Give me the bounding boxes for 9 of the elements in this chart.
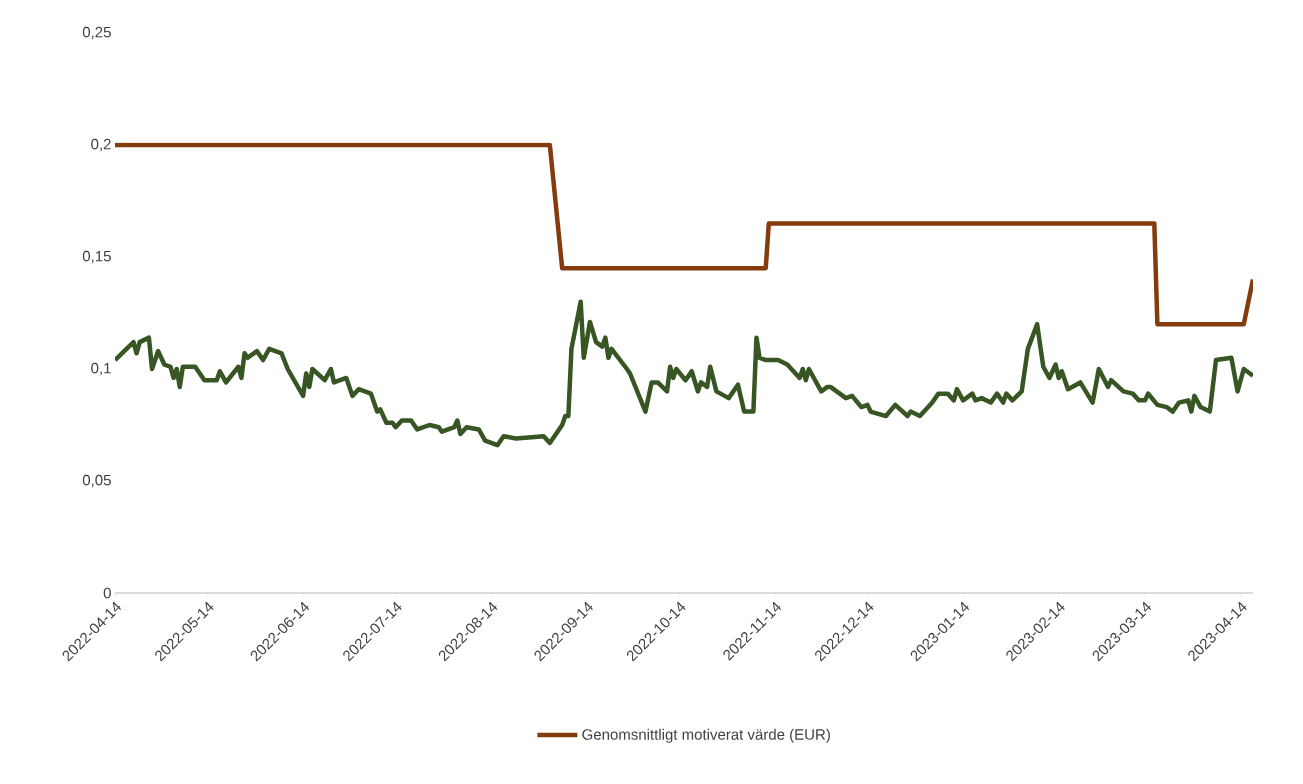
legend-label: Genomsnittligt motiverat värde (EUR) bbox=[582, 728, 830, 743]
line-series bbox=[115, 299, 1253, 448]
y-tick-label: 0,15 bbox=[82, 250, 111, 264]
y-tick-label: 0,1 bbox=[91, 362, 111, 376]
y-tick-label: 0,25 bbox=[82, 26, 111, 40]
y-tick-label: 0 bbox=[103, 587, 111, 599]
y-tick-label: 0,05 bbox=[82, 474, 111, 488]
line-series bbox=[115, 142, 1253, 327]
y-tick-label: 0,2 bbox=[91, 138, 111, 152]
